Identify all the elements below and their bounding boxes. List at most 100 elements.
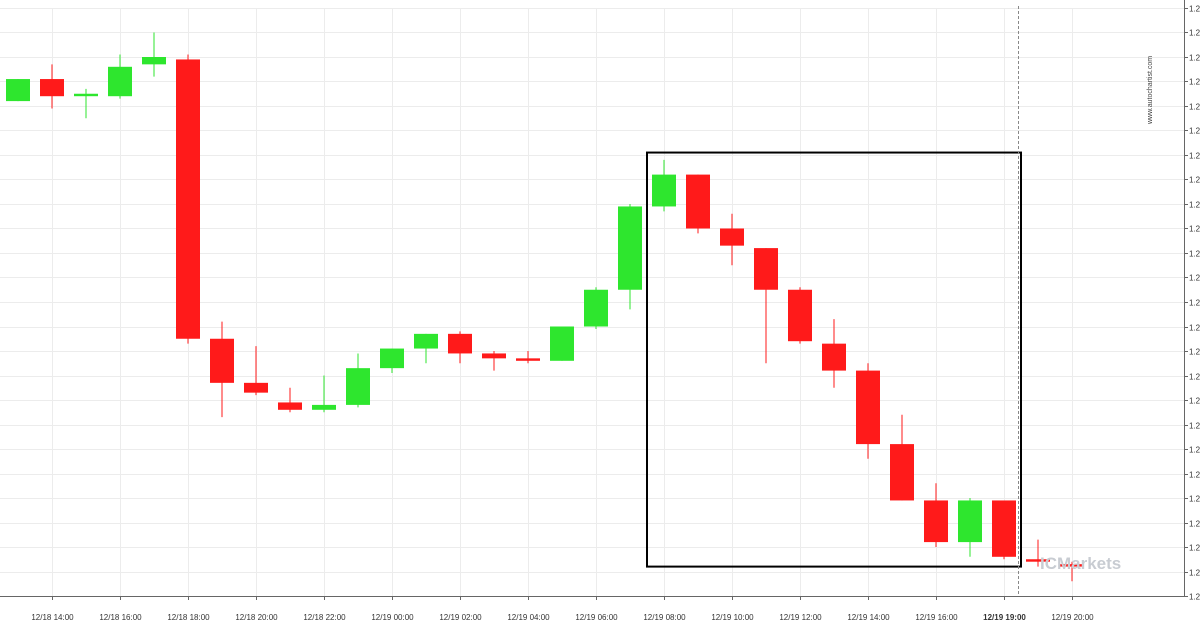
candle (924, 483, 948, 547)
candle (278, 387, 302, 413)
candle (788, 287, 812, 344)
candle-body (550, 326, 574, 361)
candles (6, 32, 1084, 582)
y-tick-label: 1.2660 (1189, 176, 1200, 185)
y-tick-label: 1.2490 (1189, 593, 1200, 602)
y-tick-label: 1.2710 (1189, 54, 1200, 63)
y-tick-label: 1.2620 (1189, 274, 1200, 283)
y-tick-label: 1.2510 (1189, 544, 1200, 553)
x-tick-label: 12/18 20:00 (235, 613, 278, 622)
candle-body (108, 66, 132, 97)
candle-body (822, 343, 846, 371)
candle (822, 319, 846, 388)
candle (1026, 539, 1050, 567)
candle (448, 331, 472, 364)
candle-body (482, 353, 506, 359)
candle-body (856, 370, 880, 445)
candle (312, 375, 336, 413)
y-tick-label: 1.2670 (1189, 152, 1200, 161)
x-tick-label: 12/19 08:00 (643, 613, 686, 622)
y-tick-label: 1.2610 (1189, 299, 1200, 308)
candle-body (414, 333, 438, 349)
candle-body (142, 57, 166, 65)
candle-body (618, 206, 642, 290)
candle (652, 159, 676, 212)
x-tick-label: 12/18 16:00 (99, 613, 142, 622)
candle-body (686, 174, 710, 229)
y-tick-label: 1.2640 (1189, 225, 1200, 234)
x-tick-label: 12/19 02:00 (439, 613, 482, 622)
y-tick-label: 1.2600 (1189, 324, 1200, 333)
candle (176, 54, 200, 344)
y-tick-label: 1.2580 (1189, 373, 1200, 382)
y-tick-label: 1.2630 (1189, 250, 1200, 259)
candle-body (720, 228, 744, 246)
y-tick-label: 1.2730 (1189, 5, 1200, 14)
candle-body (992, 500, 1016, 557)
brand-logo: ICMarkets (1040, 554, 1121, 573)
candle-body (1060, 564, 1084, 567)
candle (74, 88, 98, 119)
candle-body (584, 289, 608, 327)
y-tick-label: 1.2720 (1189, 29, 1200, 38)
candle-body (40, 79, 64, 97)
candle-body (176, 59, 200, 339)
y-tick-label: 1.2520 (1189, 520, 1200, 529)
x-tick-label: 12/19 20:00 (1051, 613, 1094, 622)
candle-body (244, 382, 268, 393)
candle (40, 64, 64, 109)
candle (618, 204, 642, 310)
candle (142, 32, 166, 77)
candle (516, 351, 540, 364)
pattern-overlay (646, 6, 1022, 596)
x-tick-label: 12/18 18:00 (167, 613, 210, 622)
candle (210, 321, 234, 418)
x-tick-label: 12/19 00:00 (371, 613, 414, 622)
candle (1060, 561, 1084, 582)
y-tick-label: 1.2540 (1189, 471, 1200, 480)
y-tick-label: 1.2550 (1189, 446, 1200, 455)
candle-body (788, 289, 812, 342)
candle-body (380, 348, 404, 369)
candle (992, 500, 1016, 560)
x-tick-label: 12/19 12:00 (779, 613, 822, 622)
candle-body (890, 444, 914, 501)
candle-body (448, 333, 472, 354)
candle-body (1026, 559, 1050, 562)
x-tick-label: 12/19 10:00 (711, 613, 754, 622)
y-tick-label: 1.2560 (1189, 422, 1200, 431)
y-tick-label: 1.2700 (1189, 78, 1200, 87)
x-tick-label: 12/19 16:00 (915, 613, 958, 622)
y-tick-label: 1.2500 (1189, 569, 1200, 578)
candle-body (958, 500, 982, 543)
tick-labels: 1.2490 1.2500 1.2510 1.2520 1.2530 1.2540 1.25… (31, 5, 1200, 623)
candle (584, 287, 608, 329)
candle (108, 54, 132, 99)
x-tick-label: 12/19 19:00 (983, 613, 1026, 622)
candle-body (74, 93, 98, 97)
y-tick-label: 1.2570 (1189, 397, 1200, 406)
y-tick-label: 1.2680 (1189, 127, 1200, 136)
candle (346, 353, 370, 408)
candle (720, 213, 744, 266)
candle-body (652, 174, 676, 207)
candle-body (312, 404, 336, 410)
y-tick-label: 1.2590 (1189, 348, 1200, 357)
y-tick-label: 1.2690 (1189, 103, 1200, 112)
candle-body (6, 79, 30, 102)
pattern-box (646, 151, 1022, 568)
x-tick-label: 12/18 14:00 (31, 613, 74, 622)
y-tick-label: 1.2650 (1189, 201, 1200, 210)
candle (6, 79, 30, 102)
candle-body (754, 248, 778, 290)
candle (754, 248, 778, 364)
candle-body (278, 402, 302, 410)
candle-body (516, 358, 540, 361)
candle (686, 174, 710, 234)
x-tick-label: 12/19 06:00 (575, 613, 618, 622)
candle (890, 414, 914, 501)
axes (0, 0, 1188, 600)
x-tick-label: 12/18 22:00 (303, 613, 346, 622)
x-tick-label: 12/19 04:00 (507, 613, 550, 622)
